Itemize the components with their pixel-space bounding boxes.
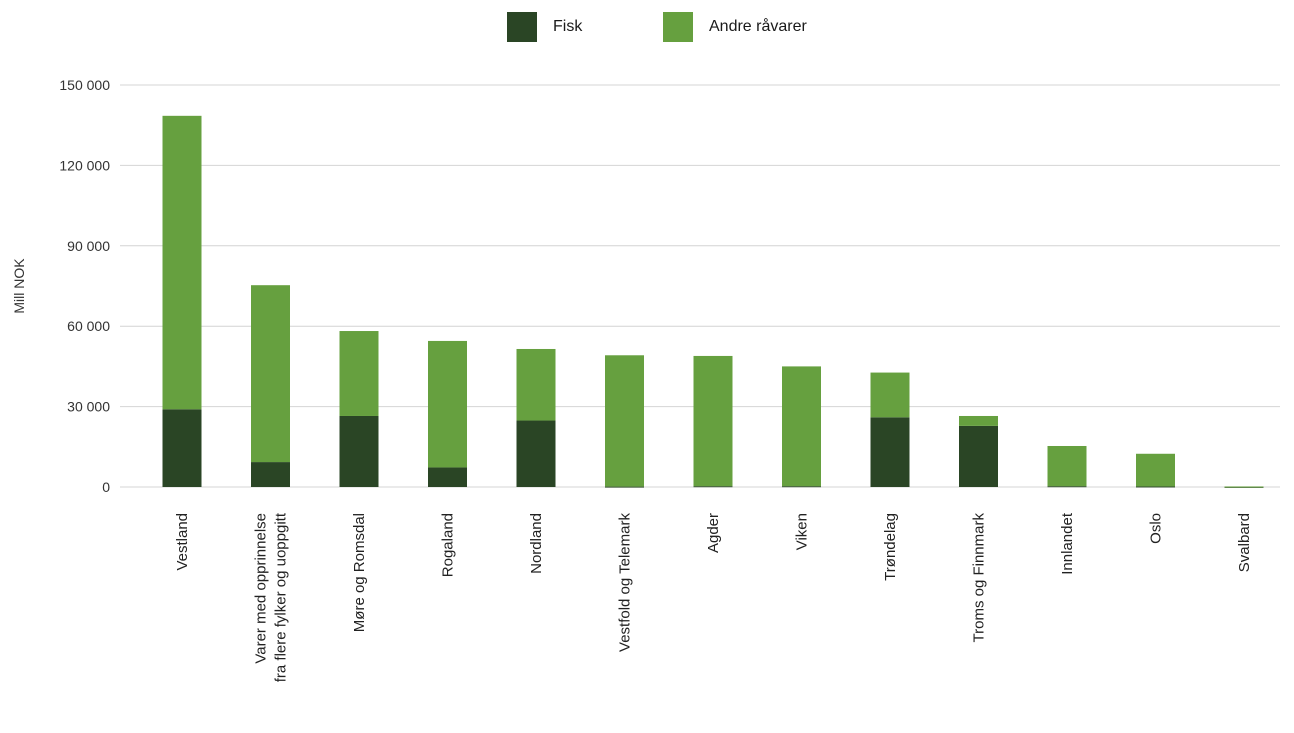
bar-fisk-viken (782, 486, 821, 488)
x-tick-label: fra flere fylker og uoppgitt (273, 512, 290, 682)
bar-andre-ravarer-innlandet (1047, 445, 1087, 487)
y-tick-label: 60 000 (67, 318, 110, 334)
x-tick-label: Trøndelag (882, 513, 899, 581)
y-tick-label: 30 000 (67, 399, 110, 415)
legend-swatch-fisk (507, 12, 537, 42)
x-tick-label: Viken (794, 513, 811, 550)
x-tick-label: Svalbard (1236, 513, 1253, 572)
bar-andre-ravarer-agder (693, 355, 733, 487)
legend-label-andre-ravarer: Andre råvarer (709, 18, 807, 35)
x-tick-label: Vestfold og Telemark (617, 513, 634, 652)
bar-fisk-agder (693, 486, 733, 488)
bar-andre-ravarer-oslo (1136, 453, 1175, 487)
bar-andre-ravarer-vestland (162, 115, 202, 410)
y-tick-label: 120 000 (59, 157, 110, 173)
x-tick-label: Troms og Finnmark (971, 513, 988, 643)
bar-fisk-trondelag (870, 417, 910, 487)
y-tick-label: 150 000 (59, 77, 110, 93)
x-tick-label: Rogaland (440, 513, 457, 577)
bar-andre-ravarer-rogaland (428, 340, 467, 468)
bar-andre-ravarer-troms-og-finnmark (959, 415, 998, 426)
x-tick-label: Møre og Romsdal (351, 513, 368, 632)
x-tick-label: Agder (705, 513, 722, 553)
bar-andre-ravarer-viken (782, 366, 821, 487)
bar-andre-ravarer-more-og-romsdal (339, 331, 379, 416)
legend-swatch-andre-ravarer (663, 12, 693, 42)
legend-label-fisk: Fisk (553, 18, 583, 35)
bars (162, 115, 1264, 488)
bar-andre-ravarer-nordland (516, 348, 556, 421)
bar-fisk-more-og-romsdal (339, 415, 379, 487)
bar-fisk-innlandet (1047, 486, 1087, 488)
bar-andre-ravarer-vestfold-og-telemark (605, 355, 644, 487)
x-tick-label: Varer med opprinnelse (253, 513, 270, 664)
bar-fisk-varer-med-opprinnelse-fra-flere-fylker-og-uoppgitt (251, 462, 290, 487)
bar-fisk-oslo (1136, 486, 1175, 488)
bar-fisk-vestfold-og-telemark (605, 486, 644, 488)
legend-item-andre-ravarer: Andre råvarer (663, 12, 807, 42)
bar-fisk-troms-og-finnmark (959, 425, 998, 487)
x-tick-label: Vestland (174, 513, 191, 571)
legend: Fisk Andre råvarer (0, 12, 1294, 44)
x-axis-labels: Vestland Varer med opprinnelse fra flere f… (174, 512, 1253, 682)
bar-andre-ravarer-svalbard (1224, 486, 1264, 488)
x-tick-label: Innlandet (1059, 512, 1076, 575)
legend-item-fisk: Fisk (507, 12, 582, 42)
y-tick-label: 0 (102, 479, 110, 495)
x-tick-label: Nordland (528, 513, 545, 574)
bar-andre-ravarer-trondelag (870, 372, 910, 418)
y-axis-ticks: 0 30 000 60 000 90 000 120 000 150 000 (59, 77, 110, 495)
bar-fisk-nordland (516, 420, 556, 487)
bar-andre-ravarer-varer-med-opprinnelse-fra-flere-fylker-og-uoppgitt (251, 285, 290, 463)
bar-fisk-vestland (162, 409, 202, 487)
bar-fisk-rogaland (428, 467, 467, 487)
y-axis-title: Mill NOK (11, 258, 27, 314)
y-tick-label: 90 000 (67, 238, 110, 254)
x-tick-label: Oslo (1148, 513, 1165, 544)
